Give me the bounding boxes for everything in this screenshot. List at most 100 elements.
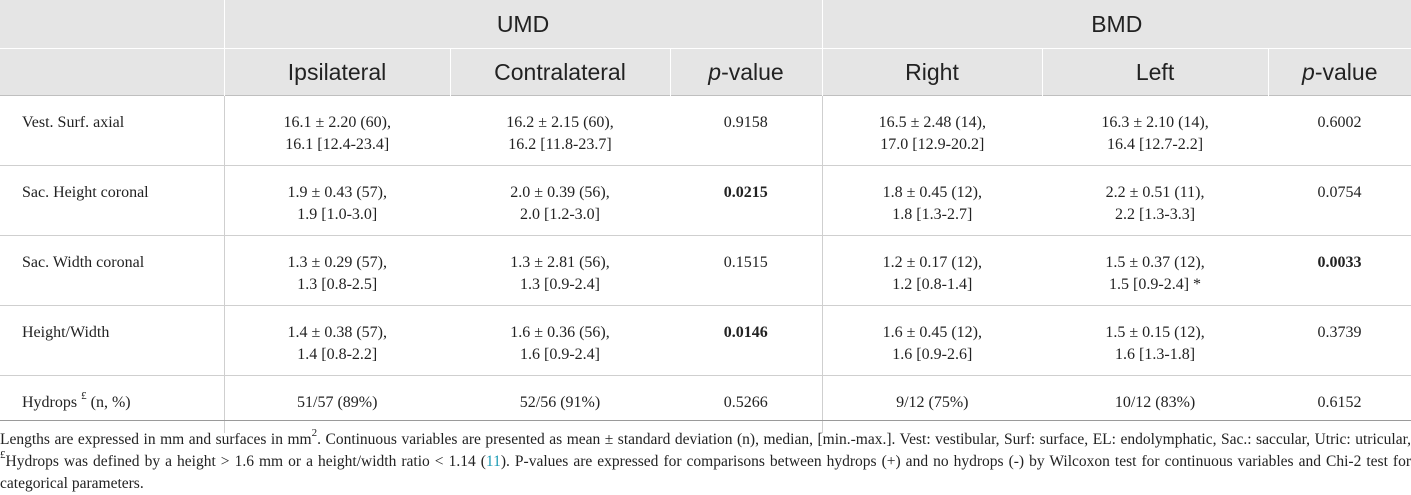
table-cell: 0.0033 [1268,235,1411,306]
row-label-suffix: (n, %) [86,394,131,411]
cell-line-1: 10/12 (83%) [1114,394,1196,411]
table-row: Sac. Width coronal 1.3 ± 0.29 (57), 1.3 [0… [0,235,1411,306]
table-cell: 0.6152 [1268,375,1411,433]
row-label-text: Height/Width [22,324,110,341]
table-cell: 16.1 ± 2.20 (60), 16.1 [12.4-23.4] [223,95,450,166]
pvalue-italic-part: p [708,58,722,85]
cell-line-1: 52/56 (91%) [519,394,601,411]
table-cell: 1.5 ± 0.15 (12), 1.6 [1.3-1.8] [1042,305,1269,376]
cell-line-1: 0.3739 [1317,324,1362,341]
table-cell: 1.5 ± 0.37 (12), 1.5 [0.9-2.4] * [1042,235,1269,306]
table-cell: 0.0146 [670,305,823,376]
cell-line-1: 1.6 ± 0.36 (56), [510,324,610,341]
cell-line-1: 16.5 ± 2.48 (14), [878,114,986,131]
cell-line-1: 1.5 ± 0.37 (12), [1105,254,1205,271]
header-corner [0,0,224,49]
cell-line-2: 16.4 [12.7-2.2] [1107,136,1204,153]
cell-line-1: 0.9158 [723,114,768,131]
subheader-right: Right [821,48,1043,96]
table-cell: 9/12 (75%) [821,375,1043,433]
cell-line-1: 1.5 ± 0.15 (12), [1105,324,1205,341]
footnote-text-2: . Continuous variables are presented as … [317,431,1411,448]
cell-line-2: 2.2 [1.3-3.3] [1115,206,1196,223]
table-cell: 0.0215 [670,165,823,236]
table-cell: 0.5266 [670,375,823,433]
table-cell: 1.9 ± 0.43 (57), 1.9 [1.0-3.0] [223,165,450,236]
table-row: Sac. Height coronal 1.9 ± 0.43 (57), 1.9 [… [0,165,1411,236]
cell-line-1: 1.3 ± 0.29 (57), [287,254,387,271]
table-cell: 0.1515 [670,235,823,306]
table-cell: 2.2 ± 0.51 (11), 2.2 [1.3-3.3] [1042,165,1269,236]
table-footnote: Lengths are expressed in mm and surfaces… [0,420,1411,495]
cell-line-2: 1.3 [0.8-2.5] [297,276,378,293]
cell-line-2: 1.2 [0.8-1.4] [892,276,973,293]
table-cell: 1.4 ± 0.38 (57), 1.4 [0.8-2.2] [223,305,450,376]
cell-line-2: 17.0 [12.9-20.2] [880,136,985,153]
row-label-text: Sac. Height coronal [22,184,149,201]
cell-line-1: 0.0754 [1317,184,1362,201]
cell-line-1: 1.4 ± 0.38 (57), [287,324,387,341]
results-table: UMD BMD Ipsilateral Contralateral p-valu… [0,0,1411,433]
table-cell: 0.0754 [1268,165,1411,236]
table-cell: 1.3 ± 0.29 (57), 1.3 [0.8-2.5] [223,235,450,306]
table-cell: 1.8 ± 0.45 (12), 1.8 [1.3-2.7] [821,165,1043,236]
footnote-text-1: Lengths are expressed in mm and surfaces… [0,431,312,448]
cell-line-2: 1.4 [0.8-2.2] [297,346,378,363]
footnote-sup-2: £ [0,448,6,461]
table-cell: 0.6002 [1268,95,1411,166]
cell-line-2: 16.1 [12.4-23.4] [285,136,390,153]
subheader-ipsilateral: Ipsilateral [223,48,450,96]
cell-line-1: 1.3 ± 2.81 (56), [510,254,610,271]
cell-line-1: 0.1515 [723,254,768,271]
table-cell: 16.2 ± 2.15 (60), 16.2 [11.8-23.7] [450,95,670,166]
cell-line-1: 1.2 ± 0.17 (12), [882,254,982,271]
pvalue-rest-part: -value [1314,58,1378,85]
table-cell: 1.3 ± 2.81 (56), 1.3 [0.9-2.4] [450,235,670,306]
subheader-umd-pvalue: p-value [669,48,823,96]
table-cell: 16.5 ± 2.48 (14), 17.0 [12.9-20.2] [821,95,1043,166]
table-cell: 51/57 (89%) [223,375,450,433]
cell-line-2: 1.3 [0.9-2.4] [520,276,600,293]
table-cell: 2.0 ± 0.39 (56), 2.0 [1.2-3.0] [450,165,670,236]
row-label: Sac. Height coronal [0,165,224,236]
cell-line-1: 0.6002 [1317,114,1362,131]
table-cell: 0.9158 [670,95,823,166]
table-cell: 10/12 (83%) [1042,375,1269,433]
subheader-bmd-pvalue: p-value [1267,48,1411,96]
cell-line-1: 16.2 ± 2.15 (60), [506,114,614,131]
cell-line-2: 1.8 [1.3-2.7] [892,206,973,223]
pvalue-rest-part: -value [721,58,784,85]
cell-line-2: 2.0 [1.2-3.0] [520,206,600,223]
cell-line-1: 0.0033 [1317,254,1362,271]
cell-line-1: 0.6152 [1317,394,1362,411]
row-label-text: Vest. Surf. axial [22,114,125,131]
cell-line-2: 1.6 [0.9-2.6] [892,346,973,363]
cell-line-1: 1.6 ± 0.45 (12), [882,324,982,341]
row-label: Height/Width [0,305,224,376]
row-label-sup: £ [81,389,87,402]
row-label: Vest. Surf. axial [0,95,224,166]
table-row: Vest. Surf. axial 16.1 ± 2.20 (60), 16.1 [… [0,95,1411,166]
table-cell: 1.6 ± 0.36 (56), 1.6 [0.9-2.4] [450,305,670,376]
subheader-left: Left [1041,48,1269,96]
footnote-text-3: Hydrops was defined by a height > 1.6 mm… [5,453,486,470]
citation-link[interactable]: 11 [485,453,501,470]
cell-line-1: 51/57 (89%) [297,394,378,411]
cell-line-1: 0.5266 [723,394,768,411]
table-body: Vest. Surf. axial 16.1 ± 2.20 (60), 16.1 [… [0,95,1411,433]
table-cell: 0.3739 [1268,305,1411,376]
row-label-text: Hydrops [22,394,78,411]
subheader-contralateral: Contralateral [449,48,670,96]
pvalue-italic-part: p [1302,58,1315,85]
pvalue-label: p-value [1302,59,1377,85]
header-corner-2 [0,48,224,96]
cell-line-2: 1.6 [1.3-1.8] [1115,346,1196,363]
table-cell: 16.3 ± 2.10 (14), 16.4 [12.7-2.2] [1042,95,1269,166]
cell-line-1: 16.1 ± 2.20 (60), [283,114,391,131]
cell-line-1: 9/12 (75%) [896,394,969,411]
table-row: Height/Width 1.4 ± 0.38 (57), 1.4 [0.8-2.2… [0,305,1411,376]
table-cell: 52/56 (91%) [450,375,670,433]
footnote-sup-1: 2 [311,426,318,439]
cell-line-1: 1.8 ± 0.45 (12), [882,184,982,201]
cell-line-1: 0.0215 [723,184,768,201]
